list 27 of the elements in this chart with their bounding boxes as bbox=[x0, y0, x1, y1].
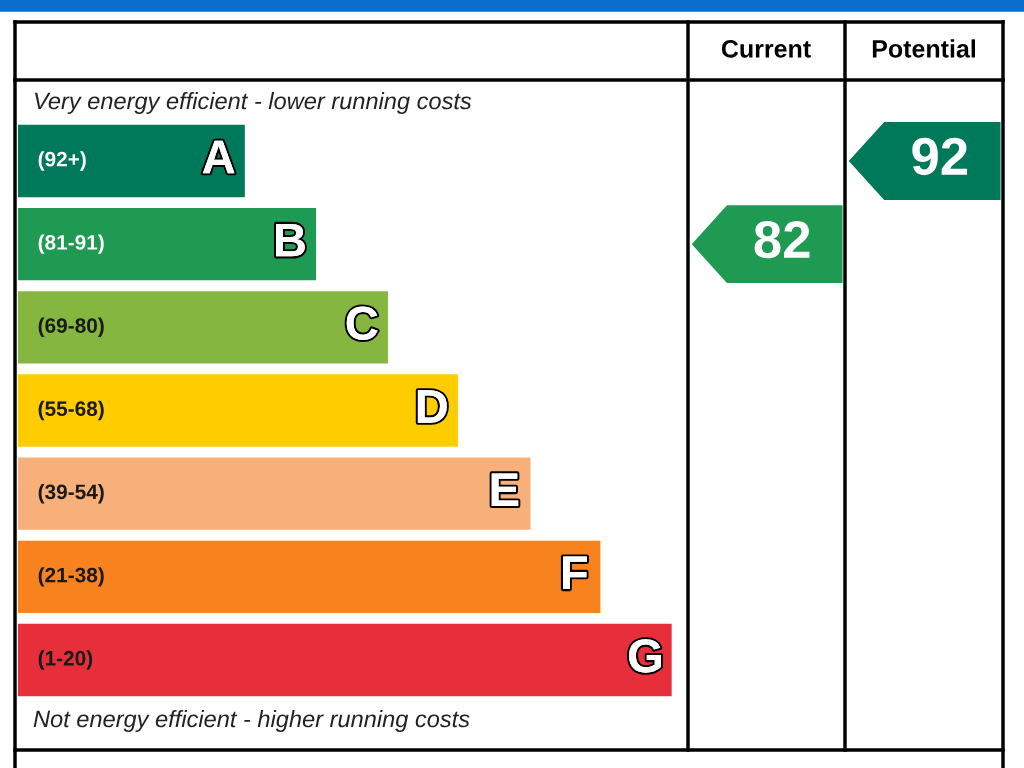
bar bbox=[18, 207, 317, 281]
annotation: (69-80) bbox=[38, 317, 104, 338]
y-tick-label: E bbox=[491, 473, 519, 506]
text: Potential bbox=[872, 39, 976, 58]
annotation: (21-38) bbox=[38, 567, 104, 587]
text: 82 bbox=[754, 220, 810, 259]
y-tick-label: F bbox=[563, 556, 587, 590]
bar bbox=[18, 124, 245, 198]
bar bbox=[18, 374, 458, 447]
text: 92 bbox=[912, 137, 968, 176]
y-tick-label: D bbox=[417, 390, 447, 423]
bar bbox=[18, 540, 601, 614]
annotation: (39-54) bbox=[38, 483, 104, 504]
y-tick-label: B bbox=[276, 223, 305, 257]
text: Not energy efficient - higher running costs bbox=[33, 709, 470, 733]
annotation: (92+) bbox=[38, 151, 86, 171]
y-tick-label: C bbox=[346, 306, 378, 340]
text: Very energy efficient - lower running costs bbox=[35, 92, 472, 114]
y-tick-label: G bbox=[629, 639, 661, 673]
bar bbox=[18, 457, 531, 530]
bar bbox=[18, 291, 388, 364]
bar bbox=[18, 623, 672, 697]
annotation: (81-91) bbox=[38, 234, 104, 254]
y-tick-label: A bbox=[202, 140, 235, 174]
annotation: (1-20) bbox=[38, 650, 93, 670]
annotation: (55-68) bbox=[38, 400, 104, 421]
text: Current bbox=[721, 40, 811, 58]
